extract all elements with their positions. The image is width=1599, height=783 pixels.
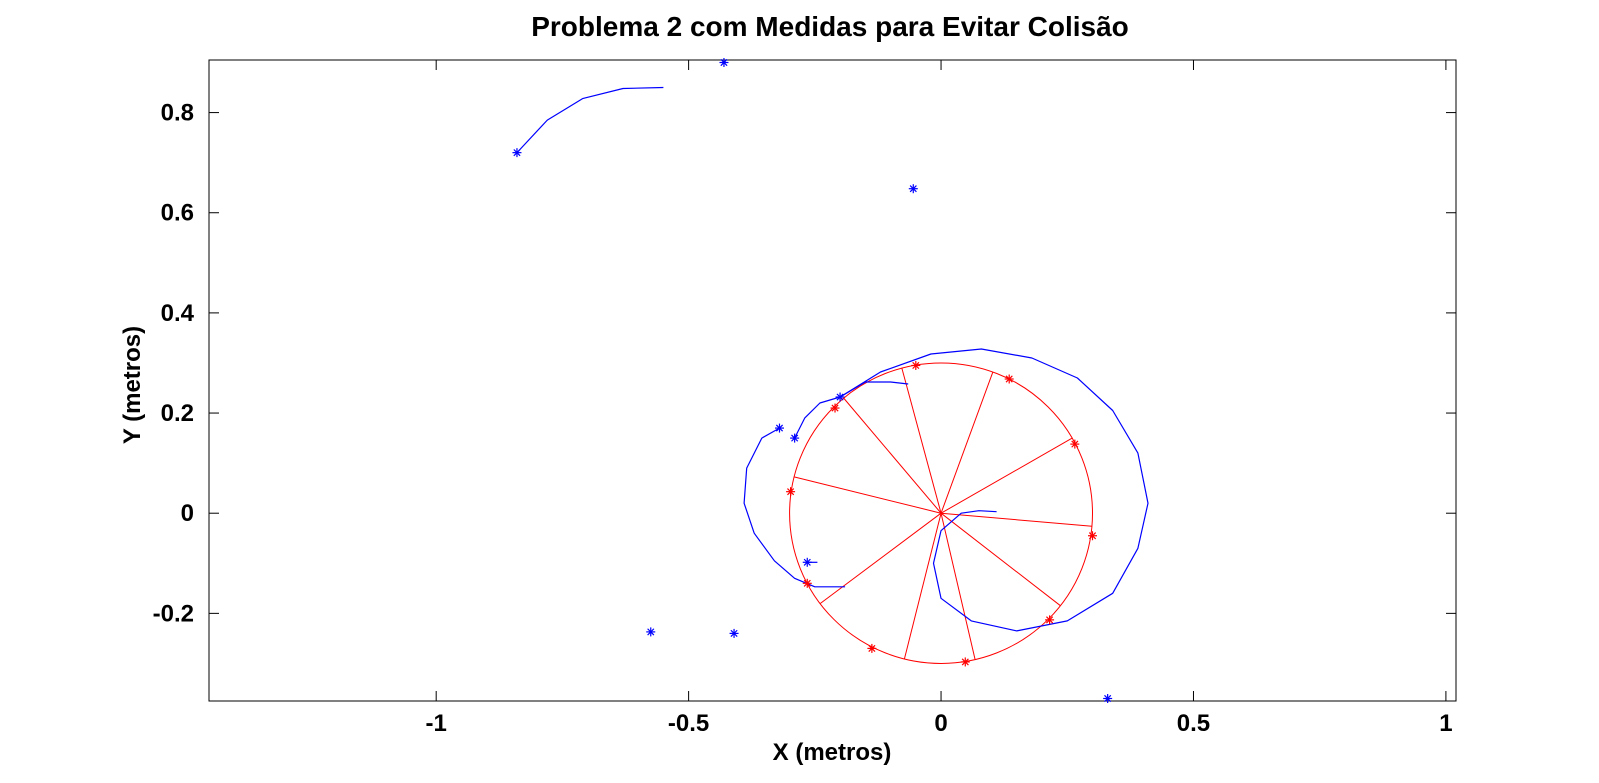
- blue-point: [802, 557, 812, 567]
- y-tick-label: -0.2: [153, 600, 194, 627]
- red-point: [802, 578, 812, 588]
- circle-spoke: [903, 513, 942, 660]
- circle-spoke: [940, 512, 1061, 607]
- red-point: [830, 403, 840, 413]
- y-axis-label: Y (metros): [119, 326, 146, 444]
- circle-spoke: [901, 367, 942, 514]
- x-tick-label: 0: [934, 710, 947, 737]
- blue-point: [908, 184, 918, 194]
- y-tick-label: 0.4: [161, 300, 195, 327]
- blue-point: [835, 392, 845, 402]
- y-tick-label: 0.2: [161, 400, 194, 427]
- red-point: [1088, 531, 1098, 541]
- blue-trajectory: [839, 348, 1149, 632]
- red-point: [1070, 439, 1080, 449]
- blue-point: [512, 148, 522, 158]
- blue-point: [646, 627, 656, 637]
- x-axis: -1 -0.5 0 0.5 1: [426, 60, 1453, 737]
- blue-point: [729, 628, 739, 638]
- safety-circle: [789, 362, 1094, 664]
- chart-title: Problema 2 com Medidas para Evitar Colis…: [531, 11, 1129, 42]
- circle-spoke: [940, 371, 994, 514]
- blue-point: [719, 58, 729, 68]
- circle-spoke: [793, 476, 942, 514]
- y-axis: -0.2 0 0.2 0.4 0.6 0.8: [153, 100, 1456, 627]
- red-point: [867, 643, 877, 653]
- circle-spoke: [940, 437, 1073, 514]
- x-tick-label: -1: [426, 710, 447, 737]
- red-point: [1045, 615, 1055, 625]
- red-point: [786, 487, 796, 497]
- blue-point: [774, 423, 784, 433]
- blue-trajectory: [794, 396, 841, 439]
- circle-spoke: [819, 512, 942, 605]
- blue-point: [1103, 693, 1113, 703]
- x-tick-label: -0.5: [668, 710, 709, 737]
- plot-marks: [512, 58, 1149, 703]
- x-tick-label: 0.5: [1177, 710, 1210, 737]
- x-tick-label: 1: [1439, 710, 1452, 737]
- blue-point: [790, 433, 800, 443]
- y-tick-label: 0.8: [161, 100, 194, 127]
- x-axis-label: X (metros): [773, 739, 892, 766]
- blue-trajectory: [516, 86, 664, 154]
- y-tick-label: 0: [181, 500, 194, 527]
- red-point: [1004, 374, 1014, 384]
- y-tick-label: 0.6: [161, 200, 194, 227]
- red-point: [911, 360, 921, 370]
- circle-spoke: [941, 512, 1092, 527]
- circle-spoke: [940, 513, 976, 660]
- plot-area: [208, 59, 1457, 702]
- circle-spoke: [843, 397, 942, 514]
- red-point: [960, 657, 970, 667]
